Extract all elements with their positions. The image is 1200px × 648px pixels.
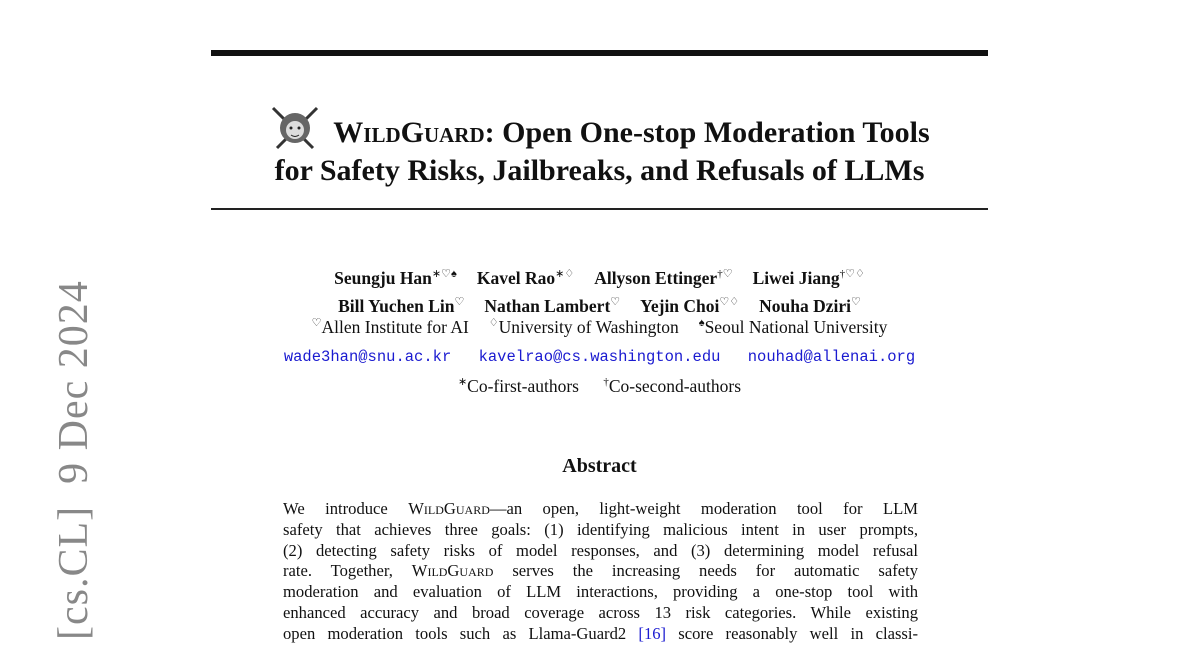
lion-logo-icon (272, 106, 319, 150)
author-list: Seungju Han∗♡♠ Kavel Rao∗♢ Allyson Ettinge… (211, 262, 988, 318)
arxiv-category: [cs.CL] (51, 505, 97, 640)
affiliation-mark: ♢ (488, 317, 499, 329)
abstract-line: enhanced accuracy and broad coverage acr… (283, 602, 918, 622)
author-marks: †♡♢ (839, 268, 865, 280)
abstract-line: safety that achieves three goals: (1) id… (283, 519, 918, 539)
title-line2: for Safety Risks, Jailbreaks, and Refusa… (274, 154, 925, 187)
author-marks: ♡♢ (719, 295, 740, 308)
affiliation: ♡Allen Institute for AI (311, 316, 469, 337)
title-line1: : Open One-stop Moderation Tools (484, 116, 930, 149)
bottom-rule (211, 208, 988, 210)
abstract-line: (2) detecting safety risks of model resp… (283, 540, 918, 560)
author-marks: ♡ (851, 295, 861, 308)
author: Liwei Jiang†♡♢ (753, 268, 865, 288)
paper-title: WildGuard: Open One-stop Moderation Tool… (211, 104, 988, 189)
wildguard-name: WildGuard (411, 561, 494, 581)
note-second: †Co-second-authors (603, 375, 742, 396)
affiliations: ♡Allen Institute for AI ♢University of Wa… (211, 316, 988, 338)
email-link[interactable]: kavelrao@cs.washington.edu (478, 348, 721, 366)
arxiv-date: 9 Dec 2024 (51, 280, 97, 484)
title-name: WildGuard (333, 116, 485, 149)
citation-link[interactable]: [16] (638, 623, 667, 643)
author: Seungju Han∗♡♠ (334, 268, 457, 288)
arxiv-stamp: [cs.CL] 9 Dec 2024 (50, 258, 98, 640)
wildguard-name: WildGuard (408, 499, 490, 518)
author-marks: †♡ (717, 268, 733, 280)
abstract-heading: Abstract (562, 455, 637, 477)
abstract-line: We introduce WildGuard—an open, light-we… (283, 499, 918, 518)
author-name: Seungju Han (334, 267, 432, 288)
author-marks: ♡ (454, 295, 465, 308)
affiliation: ♢University of Washington (488, 316, 679, 337)
top-rule (211, 50, 988, 56)
abstract-line: open moderation tools such as Llama-Guar… (283, 623, 919, 643)
author: Bill Yuchen Lin♡ (338, 296, 464, 316)
abstract-line: moderation and evaluation of LLM interac… (283, 582, 918, 602)
author: Kavel Rao∗♢ (477, 268, 574, 288)
author-marks: ♡ (610, 295, 621, 308)
author: Nouha Dziri♡ (759, 296, 861, 316)
email-link[interactable]: wade3han@snu.ac.kr (283, 348, 452, 366)
author: Nathan Lambert♡ (484, 296, 620, 316)
author-name: Liwei Jiang (752, 267, 840, 288)
author-marks: ∗♢ (555, 268, 575, 280)
author-notes: ∗Co-first-authors †Co-second-authors (211, 375, 988, 397)
author-name: Bill Yuchen Lin (338, 295, 455, 316)
author: Allyson Ettinger†♡ (594, 268, 732, 288)
author-name: Nouha Dziri (759, 295, 852, 316)
author-marks: ∗♡♠ (431, 268, 457, 280)
abstract-body: We introduce WildGuard—an open, light-we… (283, 499, 918, 645)
email-list: wade3han@snu.ac.kr kavelrao@cs.washingto… (211, 348, 988, 366)
author-name: Yejin Choi (640, 295, 720, 316)
affiliation: ♠Seoul National University (698, 316, 888, 337)
author: Yejin Choi♡♢ (640, 296, 739, 316)
abstract-line: rate. Together, WildGuard serves the inc… (283, 561, 918, 581)
note-first: ∗Co-first-authors (457, 375, 579, 396)
affiliation-mark: ♠ (698, 317, 705, 329)
author-name: Nathan Lambert (484, 295, 611, 316)
author-name: Kavel Rao (476, 267, 556, 288)
author-name: Allyson Ettinger (594, 267, 718, 288)
affiliation-mark: ♡ (311, 317, 322, 329)
email-link[interactable]: nouhad@allenai.org (747, 348, 916, 366)
